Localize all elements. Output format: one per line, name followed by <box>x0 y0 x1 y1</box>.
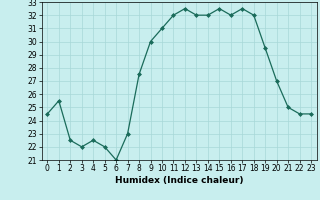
X-axis label: Humidex (Indice chaleur): Humidex (Indice chaleur) <box>115 176 244 185</box>
